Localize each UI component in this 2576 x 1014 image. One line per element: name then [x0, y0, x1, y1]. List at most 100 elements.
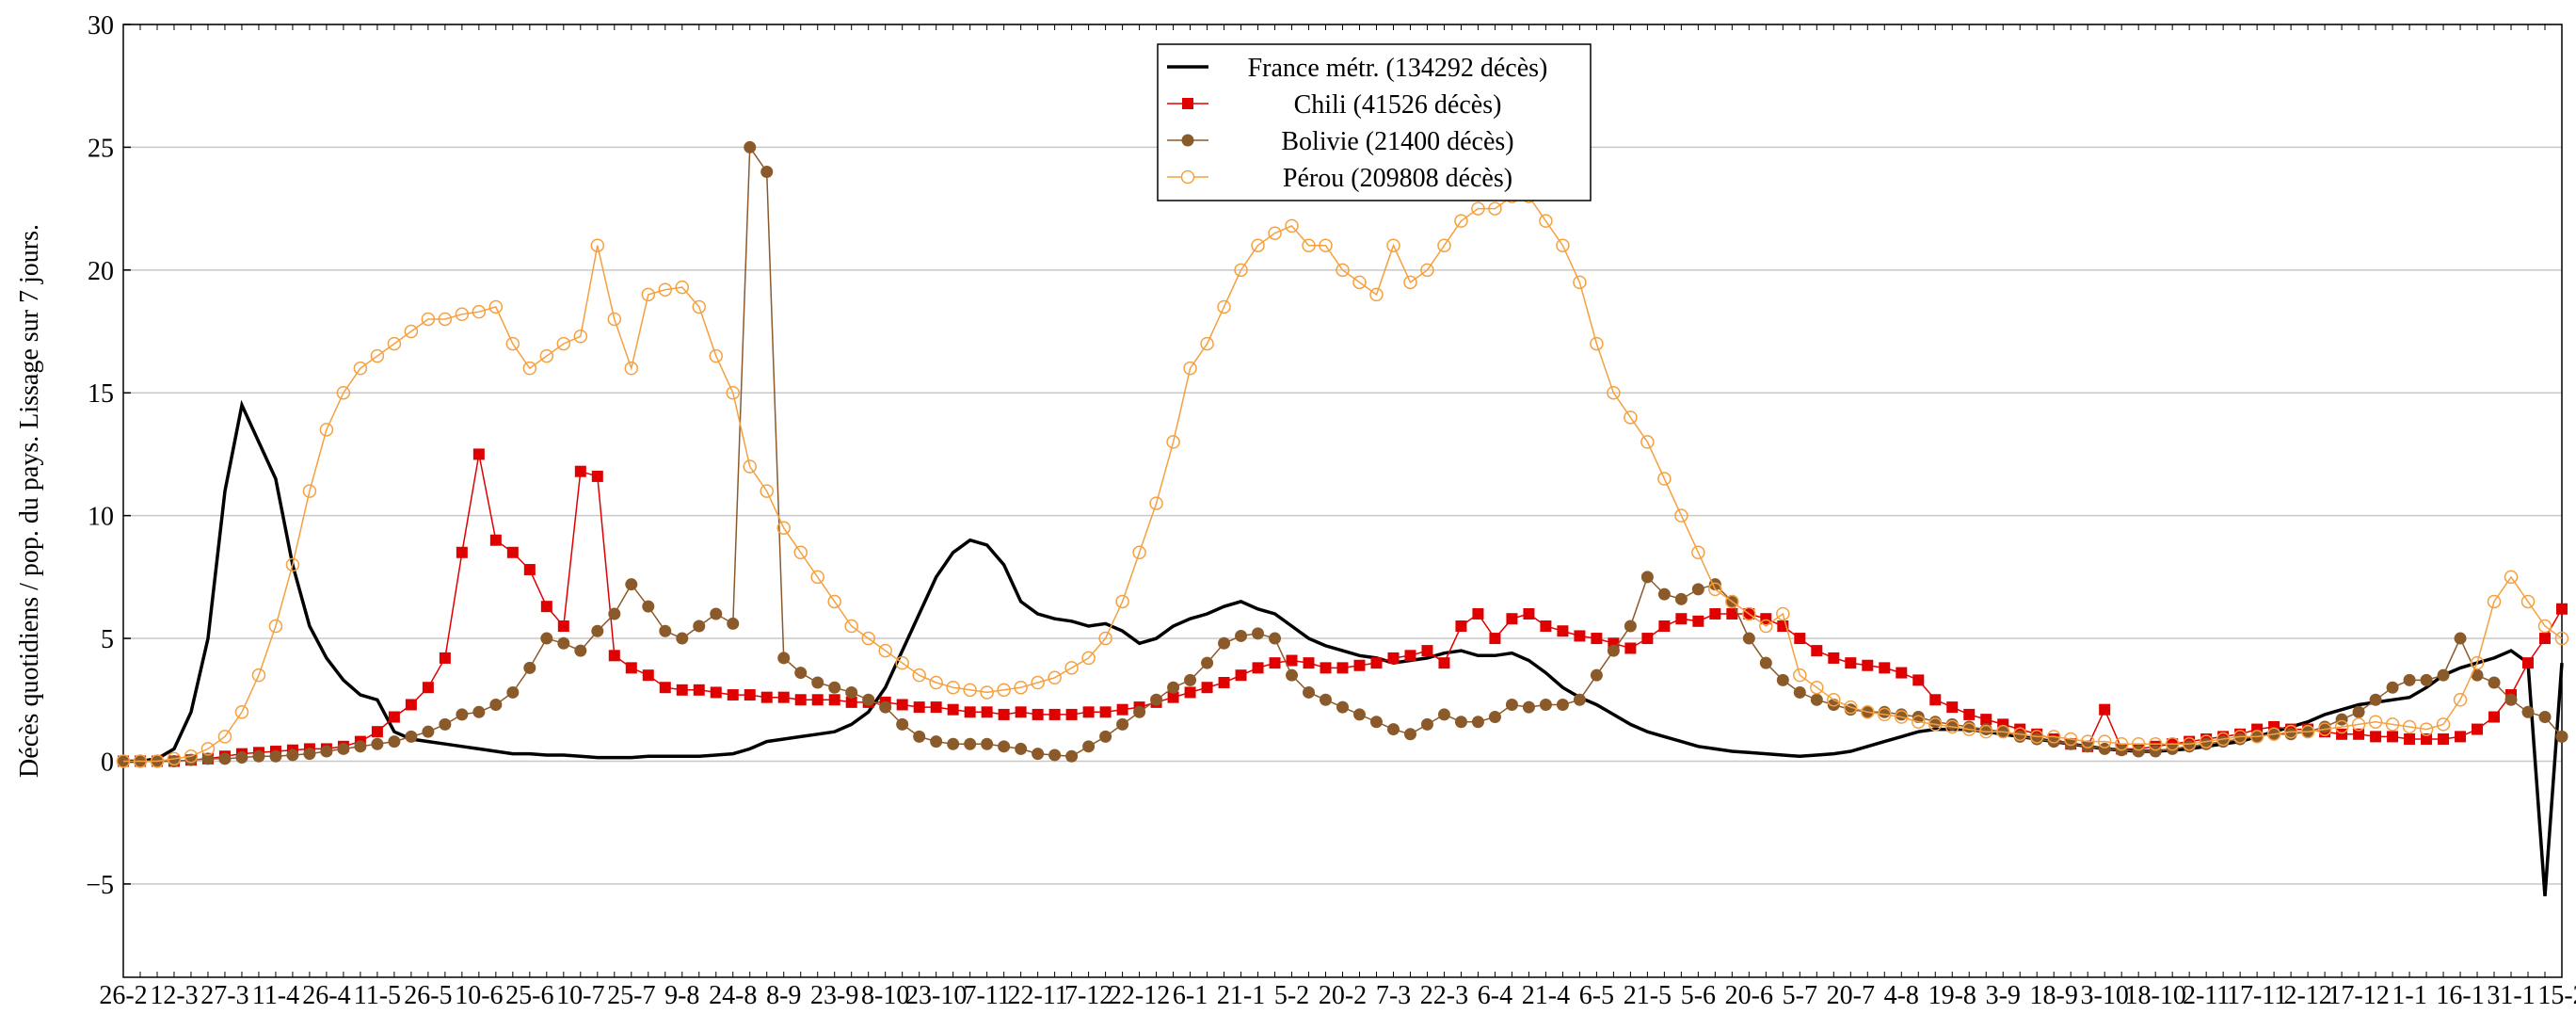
point — [896, 699, 908, 711]
point — [1218, 636, 1231, 650]
point — [1963, 708, 1976, 720]
point — [1709, 607, 1721, 620]
point — [608, 650, 620, 662]
point — [1201, 656, 1214, 669]
point — [1252, 627, 1265, 640]
point — [1183, 361, 1197, 376]
point — [2283, 724, 2298, 739]
point — [1081, 651, 1096, 666]
point — [1489, 633, 1501, 645]
point — [506, 546, 519, 558]
x-tick-label: 22-11 — [1007, 981, 1067, 1010]
legend-marker — [1181, 134, 1194, 147]
point — [1674, 508, 1688, 523]
point — [1556, 698, 1569, 711]
point — [981, 737, 994, 750]
point — [1133, 705, 1146, 718]
point — [1098, 631, 1112, 646]
point — [2554, 631, 2569, 646]
point — [1048, 708, 1061, 720]
x-tick-label: 11-4 — [252, 981, 299, 1010]
point — [1488, 711, 1501, 724]
point — [269, 749, 282, 763]
point — [1437, 238, 1451, 252]
point — [1912, 674, 1925, 686]
point — [776, 521, 791, 535]
point — [980, 685, 994, 700]
x-tick-label: 8-9 — [766, 981, 801, 1010]
x-tick-label: 2-12 — [2283, 981, 2331, 1010]
point — [1336, 700, 1349, 714]
point — [1640, 435, 1655, 449]
point — [523, 661, 536, 674]
point — [1946, 701, 1959, 714]
point — [1691, 545, 1705, 560]
point — [2148, 736, 2163, 751]
point — [1980, 714, 1992, 726]
point — [1878, 707, 1892, 722]
point — [388, 735, 401, 748]
point — [1437, 708, 1450, 721]
point — [743, 459, 757, 474]
point — [1742, 632, 1755, 645]
point — [371, 737, 384, 750]
point — [1726, 607, 1738, 620]
point — [1420, 263, 1434, 278]
point — [1370, 657, 1383, 669]
point — [439, 652, 451, 664]
point — [676, 684, 688, 696]
point — [912, 668, 926, 683]
point — [2351, 717, 2366, 732]
point — [2063, 732, 2078, 747]
point — [1811, 645, 1823, 657]
point — [1624, 410, 1638, 425]
point — [2166, 742, 2179, 755]
point — [1032, 708, 1044, 720]
point — [981, 706, 993, 718]
point — [2047, 735, 2060, 748]
point — [1336, 662, 1349, 674]
point — [777, 691, 790, 703]
point — [268, 619, 283, 634]
point — [727, 617, 740, 630]
point — [1895, 710, 1909, 724]
point — [574, 465, 586, 477]
point — [1319, 238, 1333, 252]
point — [1912, 715, 1926, 729]
point — [303, 748, 316, 761]
point — [574, 644, 587, 657]
point — [2029, 730, 2044, 744]
point — [540, 601, 552, 613]
point — [1896, 667, 1908, 679]
point — [1149, 496, 1163, 510]
point — [827, 594, 841, 609]
point — [1691, 583, 1704, 596]
y-tick-label: 15 — [88, 379, 114, 409]
point — [489, 534, 502, 546]
x-tick-label: 10-6 — [455, 981, 503, 1010]
x-tick-label: 21-4 — [1522, 981, 1570, 1010]
x-tick-label: 10-7 — [556, 981, 604, 1010]
point — [946, 680, 960, 695]
point — [1031, 675, 1045, 690]
point — [1658, 620, 1671, 633]
x-tick-label: 26-2 — [99, 981, 147, 1010]
point — [354, 740, 367, 753]
y-tick-label: 10 — [88, 503, 114, 532]
point — [252, 749, 265, 763]
point — [1742, 606, 1756, 621]
point — [913, 701, 925, 714]
point — [1438, 657, 1450, 669]
point — [1879, 662, 1891, 674]
point — [1928, 717, 1943, 732]
point — [744, 140, 757, 153]
point — [2232, 730, 2248, 744]
point — [2149, 745, 2162, 758]
point — [1725, 594, 1739, 609]
x-tick-label: 17-12 — [2328, 981, 2389, 1010]
point — [319, 423, 334, 437]
point — [472, 705, 486, 718]
point — [2504, 693, 2518, 706]
point — [523, 564, 536, 576]
point — [878, 643, 892, 658]
